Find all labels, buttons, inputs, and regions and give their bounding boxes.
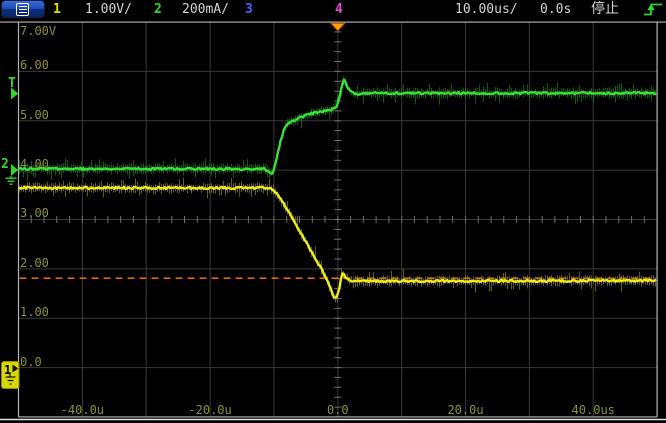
y-axis-label: 1.00 <box>20 305 49 320</box>
channel-3-badge[interactable]: 3 <box>245 2 253 17</box>
y-axis-label: 0.0 <box>20 354 42 369</box>
x-axis-label: 20.0u <box>447 403 484 417</box>
channel-2-scale[interactable]: 200mA/ <box>182 2 229 17</box>
hamburger-menu-icon <box>16 3 29 16</box>
ch2-ground-arrow-icon <box>11 164 19 176</box>
x-axis-label: 0.0 <box>326 403 349 417</box>
trigger-position-triangle-icon <box>329 22 346 32</box>
timebase-readout[interactable]: 10.00us/ <box>455 2 518 17</box>
channel-4-badge[interactable]: 4 <box>335 2 343 17</box>
y-axis-label: 6.00 <box>20 58 49 73</box>
waveform-display-area[interactable] <box>18 22 658 418</box>
delay-readout[interactable]: 0.0s <box>540 2 572 17</box>
ch2-ground-marker[interactable]: 2 <box>1 157 9 172</box>
y-axis-label: 3.00 <box>20 206 49 221</box>
x-axis-label: 40.0us <box>571 403 615 417</box>
channel-2-badge[interactable]: 2 <box>154 2 162 17</box>
y-axis-label: 4.00 <box>20 157 49 172</box>
trigger-level-marker[interactable]: T <box>8 76 16 91</box>
rising-edge-trigger-icon[interactable] <box>641 1 665 18</box>
y-axis-label: 2.00 <box>20 255 49 270</box>
channel-1-scale[interactable]: 1.00V/ <box>85 2 132 17</box>
ch1-ground-marker[interactable]: 1 <box>4 363 12 377</box>
y-axis-label: 7.00V <box>20 24 57 39</box>
channel-1-badge[interactable]: 1 <box>53 2 61 17</box>
x-axis-label: -20.0u <box>188 403 232 417</box>
trigger-level-arrow-icon <box>11 87 19 100</box>
menu-button[interactable] <box>1 0 45 18</box>
x-axis-label: -40.0u <box>60 403 105 417</box>
run-state-stopped[interactable]: 停止 <box>591 1 619 17</box>
y-axis-label: 5.00 <box>20 107 49 122</box>
